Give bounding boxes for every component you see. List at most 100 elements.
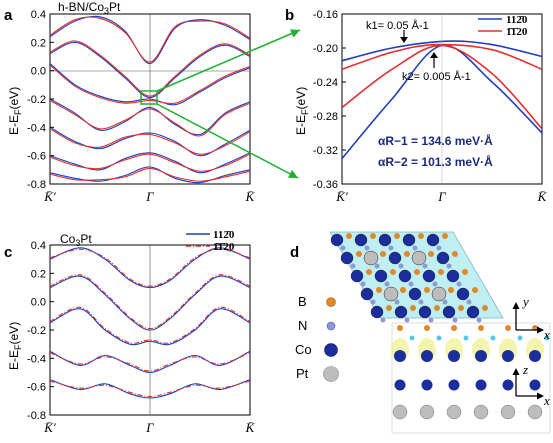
panel-c-legend-1: 112̄0 [213, 229, 235, 241]
panel-c-ytick-label: 0.2 [31, 268, 46, 280]
legend-Pt-label: Pt [296, 366, 309, 381]
n-atom [398, 263, 404, 269]
b-atom [424, 325, 430, 331]
co-atom [475, 350, 487, 362]
pt-atom [473, 404, 489, 420]
pt-atom [383, 286, 399, 302]
legend-N-label: N [298, 318, 307, 333]
n-atom [428, 317, 434, 323]
co-atom [340, 251, 354, 265]
legend-B-label: B [298, 294, 307, 309]
panel-b-legend-1: 112̄0 [506, 14, 528, 26]
axes-top-icon: y x [512, 294, 550, 342]
b-atom [451, 325, 457, 331]
co-atom [422, 269, 436, 283]
panel-c-xtick-label: Γ [145, 420, 154, 435]
b-atom [442, 233, 448, 239]
b-atom [482, 305, 488, 311]
n-atom [374, 263, 380, 269]
panel-c-band-2-3 [50, 306, 250, 344]
b-atom [356, 251, 362, 257]
panel-a-ytick-label: -0.4 [27, 122, 46, 134]
co-atom [374, 269, 388, 283]
axis-z-label: z [522, 362, 528, 377]
panel-c-legend: 112̄0 1̄1̄20 [186, 229, 235, 253]
panel-b-k1-label: k1= 0.05 Å-1 [366, 19, 429, 32]
panel-c-title: Co3Pt [60, 232, 92, 248]
n-atom [466, 299, 472, 305]
panel-a-ytick-label: -0.8 [27, 179, 46, 191]
panel-b-xticks: K̄′ Γ K̄ [335, 189, 547, 204]
b-atom [414, 269, 420, 275]
co-atom [529, 350, 541, 362]
b-atom [472, 287, 478, 293]
panel-a-ytick-label: -0.2 [27, 94, 46, 106]
b-atom [394, 233, 400, 239]
panel-b-xtick-label: Γ [437, 189, 446, 204]
b-atom [386, 305, 392, 311]
pt-atom [500, 404, 516, 420]
panel-b-ytick-label: -0.32 [313, 145, 338, 157]
panel-a-ytick-label: 0.4 [31, 9, 46, 21]
panel-c-band-2-4 [50, 352, 250, 372]
charge-density-cyan [544, 335, 550, 341]
n-atom [452, 317, 458, 323]
panel-b-ytick-label: -0.36 [313, 179, 338, 191]
panel-label-a: a [4, 7, 13, 24]
pt-atom [363, 250, 379, 266]
co-atom [475, 379, 487, 391]
co-atom [354, 233, 368, 247]
b-atom [438, 269, 444, 275]
panel-a-ytick-label: -0.6 [27, 151, 46, 163]
co-atom [350, 269, 364, 283]
n-atom [370, 299, 376, 305]
panel-b-ytick-label: -0.20 [313, 43, 338, 55]
panel-c-xtick-label: K̄ [245, 420, 256, 435]
panel-b-band-2-1 [342, 43, 542, 71]
b-atom [478, 325, 484, 331]
b-atom [346, 233, 352, 239]
panel-b-k2-label: k2= 0.005 Å-1 [402, 70, 471, 83]
co-atom [446, 269, 460, 283]
platinum-atom-icon [323, 366, 339, 382]
co-atom [402, 233, 416, 247]
panel-c-ytick-label: -0.4 [27, 353, 46, 365]
b-atom [428, 251, 434, 257]
n-atom [408, 281, 414, 287]
b-atom [462, 269, 468, 275]
b-atom [370, 233, 376, 239]
b-atom [418, 233, 424, 239]
panel-a-xtick-label: K̄′ [43, 189, 56, 204]
legend-Co-label: Co [295, 342, 312, 357]
pt-atom [392, 404, 408, 420]
b-atom [390, 269, 396, 275]
side-view-structure [391, 322, 551, 434]
co-atom [398, 269, 412, 283]
panel-b: b -0.16-0.20-0.24-0.28-0.32-0.36 K̄′ Γ K̄ … [285, 7, 548, 204]
n-atom [388, 245, 394, 251]
n-atom [350, 263, 356, 269]
panel-b-xtick-label: K̄ [537, 189, 548, 204]
co-atom [418, 305, 432, 319]
n-atom [442, 299, 448, 305]
panel-b-bands [342, 14, 542, 184]
panel-c-ytick-label: -0.6 [27, 382, 46, 394]
panel-a-yticks: 0.4 0.2 0.0 -0.2 -0.4 -0.6 -0.8 [27, 9, 54, 191]
panel-a-inset-box [140, 90, 158, 105]
panel-label-b: b [285, 7, 294, 24]
n-atom [436, 245, 442, 251]
n-atom [384, 281, 390, 287]
co-atom [421, 379, 433, 391]
panel-a-plot: h-BN/Co3Pt [49, 0, 251, 185]
charge-density-cyan [517, 335, 523, 341]
co-atom [394, 350, 406, 362]
co-atom [456, 287, 470, 301]
co-atom [448, 350, 460, 362]
co-atom [408, 287, 422, 301]
panel-c-ylabel: E-EF(eV) [7, 322, 23, 370]
co-atom [466, 305, 480, 319]
panel-b-ylabel: E-EF(eV) [294, 87, 310, 135]
panel-label-c: c [4, 244, 12, 261]
panel-b-ytick-label: -0.28 [313, 111, 338, 123]
b-atom [452, 251, 458, 257]
